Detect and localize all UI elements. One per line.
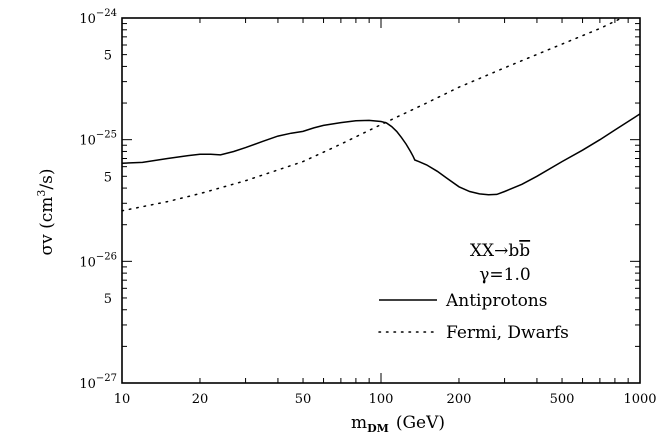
- axis-tick-labels: 10 20 50 100 200 500 100010−2710−2610−2510−245…: [79, 8, 656, 407]
- y-minor-tick-label: 5: [104, 170, 112, 185]
- gamma-annotation: γ=1.0: [479, 265, 530, 285]
- y-tick-label-exponent: −26: [96, 251, 117, 262]
- process-annotation-text: XX→b: [470, 241, 519, 261]
- x-axis-label-main: m: [351, 413, 367, 433]
- x-tick-label: 500: [550, 392, 575, 407]
- y-tick-label-exponent: −27: [96, 373, 117, 384]
- x-tick-label: 200: [447, 392, 472, 407]
- y-tick-label: 10−24: [79, 8, 117, 27]
- y-tick-label: 10−27: [79, 373, 117, 392]
- y-axis-label: σv (cm3/s): [35, 169, 57, 256]
- series-line-fermi-dwarfs: [121, 17, 623, 212]
- x-tick-label: 100: [369, 392, 394, 407]
- y-tick-label-base: 10: [79, 255, 96, 270]
- process-annotation: XX→bb: [470, 241, 530, 261]
- y-minor-tick-label: 5: [104, 49, 112, 64]
- y-tick-label-base: 10: [79, 377, 96, 392]
- axis-ticks: [121, 18, 640, 384]
- y-axis-label-sup: 3: [35, 190, 48, 197]
- y-tick-label-exponent: −24: [96, 8, 117, 19]
- y-tick-label-exponent: −25: [96, 130, 117, 141]
- y-minor-tick-label: 5: [104, 292, 112, 307]
- y-tick-label-base: 10: [79, 12, 96, 27]
- x-tick-label: 10: [114, 392, 131, 407]
- x-axis-label-subscript: DM: [367, 422, 389, 435]
- x-tick-label: 20: [192, 392, 209, 407]
- legend-label-fermi-dwarfs: Fermi, Dwarfs: [446, 323, 569, 343]
- x-tick-label: 50: [295, 392, 312, 407]
- process-annotation-bbar: b: [519, 241, 530, 261]
- y-tick-label-base: 10: [79, 134, 96, 149]
- y-axis-label-pre: σv (cm: [37, 197, 57, 256]
- series-group: [121, 17, 641, 212]
- y-axis-label-post: /s): [37, 169, 57, 190]
- series-line-antiprotons: [121, 113, 641, 196]
- legend-label-antiprotons: Antiprotons: [445, 291, 547, 311]
- legend: Antiprotons Fermi, Dwarfs: [378, 291, 569, 343]
- x-axis-label: mDM (GeV): [351, 413, 445, 435]
- y-tick-label: 10−25: [79, 130, 117, 149]
- x-tick-label: 1000: [623, 392, 656, 407]
- x-axis-label-rest: (GeV): [396, 413, 445, 433]
- y-tick-label: 10−26: [79, 251, 117, 270]
